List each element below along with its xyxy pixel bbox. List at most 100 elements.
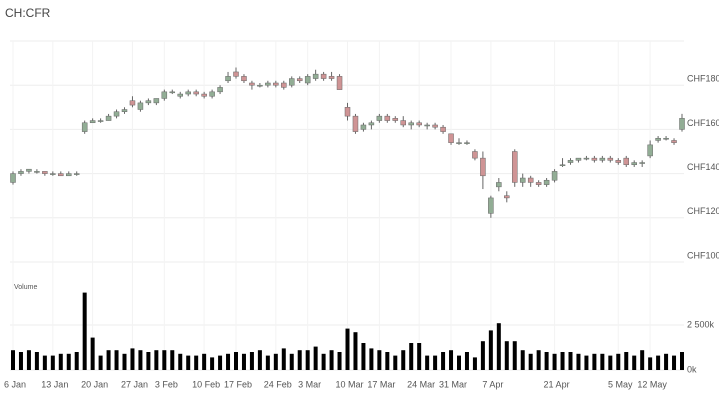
volume-bar [409, 343, 414, 370]
candle-body [34, 171, 40, 173]
candle-body [320, 73, 327, 79]
volume-bar [624, 352, 629, 370]
candle-body [551, 171, 558, 181]
volume-bar [297, 350, 302, 370]
volume-bar [66, 353, 71, 370]
volume-bar [11, 350, 15, 370]
volume-bar [226, 353, 231, 370]
volume-bar [536, 350, 541, 370]
candle-body [249, 82, 255, 86]
x-tick-label: 6 Jan [4, 379, 26, 389]
candle-body [209, 91, 215, 97]
candle-body [679, 118, 685, 130]
candle-body [89, 120, 96, 124]
volume-bar [568, 352, 573, 370]
volume-bar [146, 352, 151, 370]
candle-body [583, 157, 590, 160]
candle-body [281, 82, 287, 88]
candle-body [392, 118, 399, 121]
candle-body [233, 71, 239, 77]
volume-bar [74, 352, 79, 370]
candle-body [440, 126, 446, 132]
candle-body [18, 171, 24, 174]
y2-tick-label: 2 500k [687, 319, 715, 329]
volume-bar [576, 353, 581, 370]
x-tick-label: 13 Jan [41, 379, 68, 389]
volume-bar [241, 353, 246, 370]
candle-body [376, 115, 383, 121]
volume-bar [433, 355, 438, 370]
volume-bar [600, 353, 605, 370]
volume-bar [234, 352, 238, 370]
volume-bar [273, 353, 278, 370]
candle-body [639, 162, 645, 164]
volume-bar [162, 350, 167, 370]
volume-bar [672, 355, 677, 370]
volume-bar [210, 357, 215, 370]
volume-bar [401, 350, 406, 370]
candle-body [225, 76, 231, 82]
volume-bar [90, 337, 95, 370]
candle-body [543, 179, 550, 185]
volume-bar [464, 352, 469, 370]
volume-bar [496, 323, 501, 370]
volume-bar [82, 292, 87, 370]
volume-bar [321, 353, 326, 370]
candle-body [257, 84, 263, 87]
volume-bar [42, 355, 47, 370]
candle-body [312, 73, 319, 79]
candle-body [289, 78, 295, 86]
candle-body [344, 107, 351, 117]
candle-body [105, 115, 112, 121]
x-tick-label: 10 Feb [192, 379, 220, 389]
candle-body [352, 115, 359, 132]
x-tick-label: 27 Jan [121, 379, 148, 389]
candle-body [121, 109, 128, 112]
volume-bar [194, 355, 199, 370]
volume-bar [656, 355, 661, 370]
volume-bar [592, 353, 597, 370]
volume-bar [361, 343, 366, 370]
volume-bar [640, 350, 645, 370]
candle-body [535, 182, 542, 185]
volume-bar [664, 353, 669, 370]
volume-bar [616, 353, 621, 370]
candle-body [424, 124, 430, 127]
volume-bar [58, 353, 63, 370]
candle-body [408, 122, 414, 126]
candle-body [169, 91, 176, 94]
candle-body [607, 157, 614, 161]
candle-body [153, 98, 160, 104]
candle-body [50, 173, 56, 175]
volume-bar [154, 350, 159, 370]
volume-bar [480, 341, 485, 370]
volume-bar [385, 352, 390, 370]
volume-bar [281, 348, 286, 370]
volume-bar [186, 355, 191, 370]
volume-bar [50, 355, 55, 370]
volume-bar [265, 355, 270, 370]
volume-label: Volume [14, 284, 37, 291]
volume-bar [472, 357, 477, 370]
volume-bar [106, 350, 111, 370]
volume-bar [680, 352, 684, 370]
volume-bar [122, 353, 127, 370]
x-tick-label: 21 Apr [544, 379, 570, 389]
volume-bar [26, 350, 31, 370]
candle-body [113, 111, 120, 117]
candle-body [663, 137, 669, 140]
candle-body [10, 173, 16, 183]
x-tick-label: 17 Feb [224, 379, 252, 389]
candle-body [615, 160, 622, 163]
volume-bar [457, 355, 461, 370]
x-tick-label: 24 Feb [264, 379, 292, 389]
volume-bar [449, 350, 454, 370]
x-tick-label: 10 Mar [335, 379, 363, 389]
volume-bar [608, 355, 613, 370]
candle-body [591, 157, 598, 161]
volume-bar [528, 353, 533, 370]
volume-bar [345, 328, 350, 370]
candle-body [304, 76, 311, 84]
candle-body [177, 93, 183, 97]
